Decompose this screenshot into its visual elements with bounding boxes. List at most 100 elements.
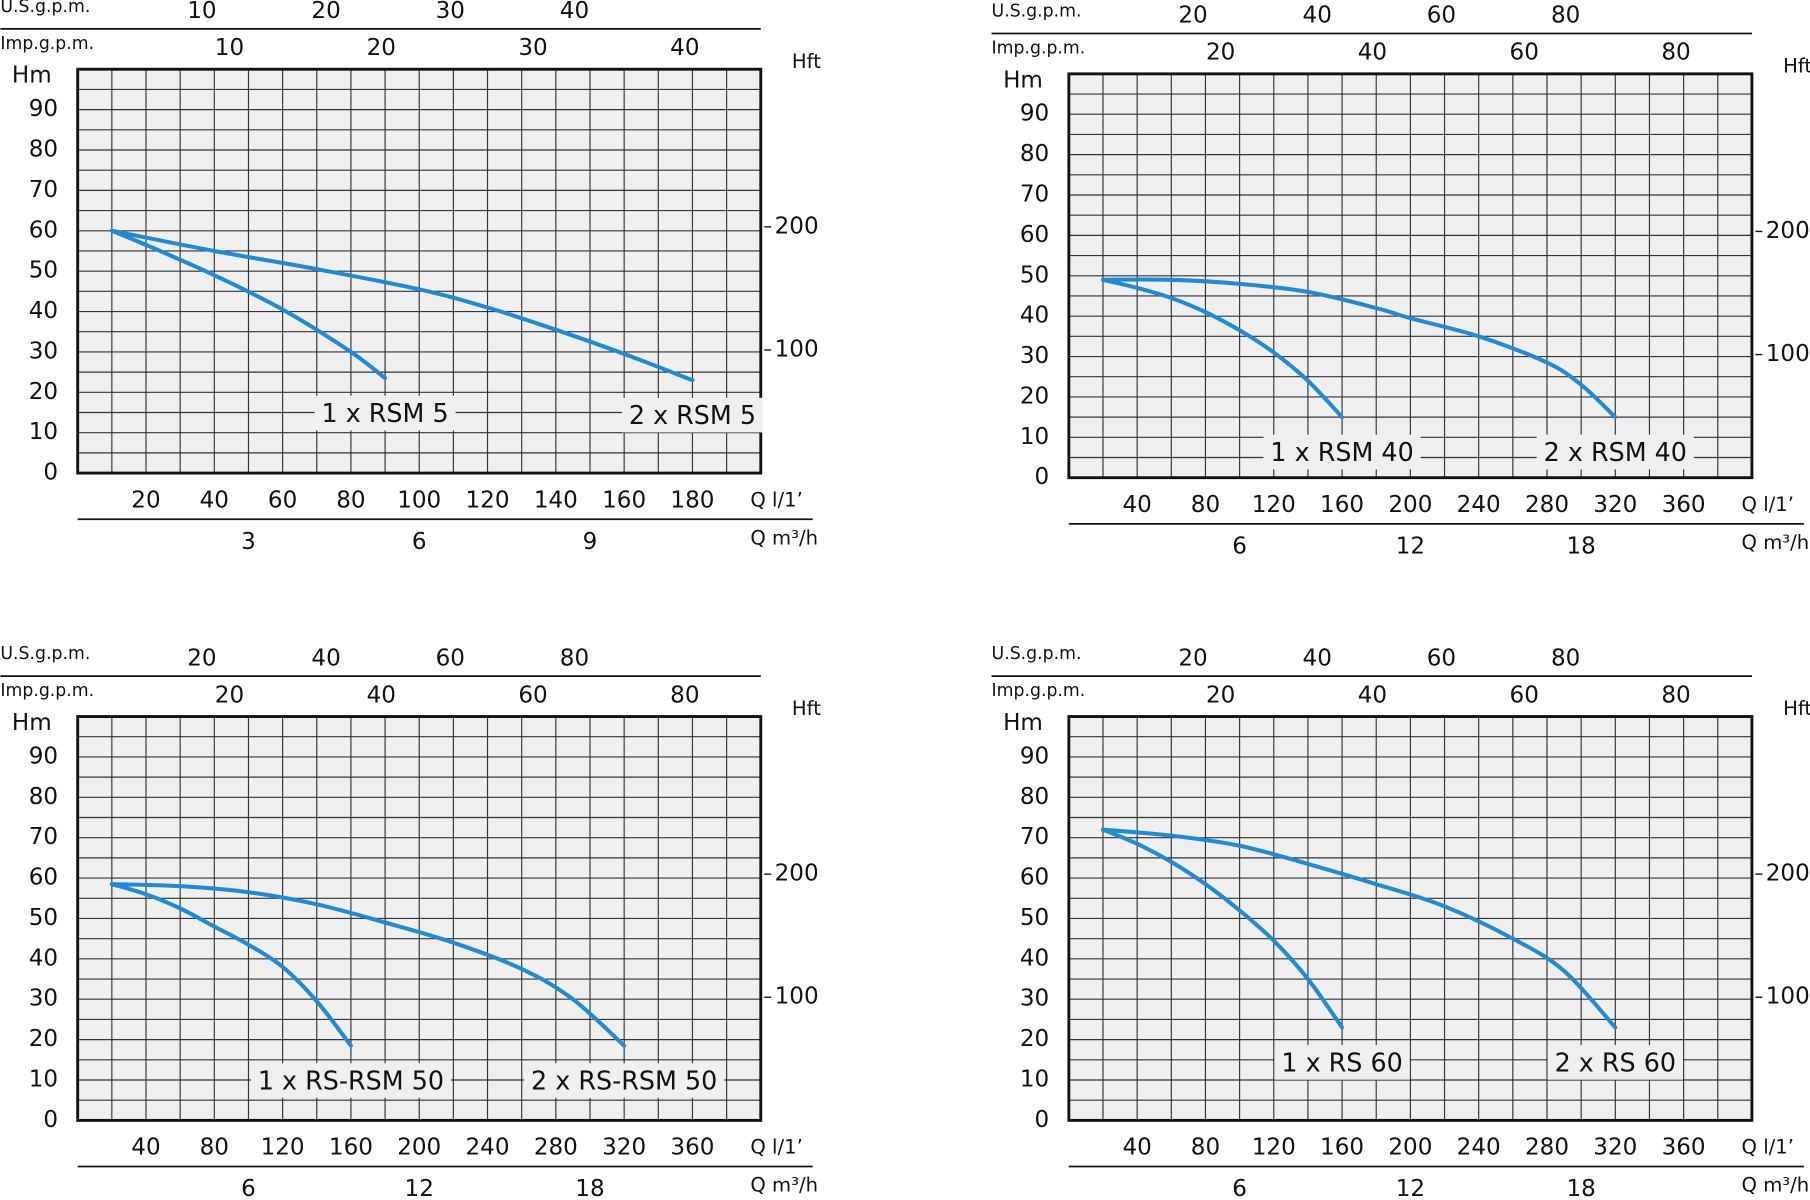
y-tick-label: 40 xyxy=(1020,303,1049,329)
secondary-x-tick-label: 40 xyxy=(311,645,340,671)
curve-label: 1 x RSM 5 xyxy=(322,398,449,428)
x-axis-label: Q l/1’ xyxy=(1742,493,1794,516)
curve-label: 2 x RSM 40 xyxy=(1544,437,1687,467)
y-tick-label: 40 xyxy=(29,298,58,324)
secondary-x-tick-label: 80 xyxy=(1551,645,1580,671)
y2-axis-label: Hft xyxy=(1783,697,1810,720)
y2-tick-label: 100 xyxy=(1766,341,1810,367)
curve xyxy=(1100,827,1345,1030)
curve-label: 2 x RS 60 xyxy=(1555,1047,1676,1077)
x-tick-label: 60 xyxy=(268,487,297,513)
curve xyxy=(1100,277,1618,420)
secondary-x-axis-label: U.S.g.p.m. xyxy=(992,2,1082,22)
x-tick-label: 160 xyxy=(1320,492,1364,518)
secondary-x-tick-label: 80 xyxy=(670,682,699,708)
secondary-x-tick-label: 40 xyxy=(367,682,396,708)
curve-label-background xyxy=(1274,1045,1410,1080)
secondary-x-axis-label: Q m³/h xyxy=(1742,531,1810,554)
y-tick-label: 90 xyxy=(29,743,58,769)
chart-panel: 0 10 20 30 40 50 60 70 80 90 40 80 120 160 200 240 280 32… xyxy=(992,2,1810,560)
secondary-x-tick-label: 40 xyxy=(1303,645,1332,671)
x-tick-label: 200 xyxy=(1388,1135,1432,1161)
secondary-x-tick-label: 20 xyxy=(187,645,216,671)
secondary-x-tick-label: 80 xyxy=(1661,40,1690,66)
y2-axis-label: Hft xyxy=(792,697,821,720)
y2-tick-label: 200 xyxy=(775,213,819,239)
x-tick-label: 160 xyxy=(1320,1135,1364,1161)
y-tick-label: 80 xyxy=(1020,141,1049,167)
x-tick-label: 360 xyxy=(670,1135,714,1161)
plot-border xyxy=(1067,72,1754,480)
secondary-x-tick-label: 18 xyxy=(1566,1176,1595,1200)
y-tick-label: 20 xyxy=(1020,1026,1049,1052)
y-tick-label: 50 xyxy=(1020,905,1049,931)
curve-label: 1 x RS-RSM 50 xyxy=(258,1066,444,1096)
y-tick-label: 40 xyxy=(29,945,58,971)
y-tick-label: 90 xyxy=(29,96,58,122)
x-tick-label: 120 xyxy=(1252,492,1296,518)
y-tick-label: 60 xyxy=(29,865,58,891)
y-tick-label: 80 xyxy=(29,784,58,810)
x-tick-label: 360 xyxy=(1662,1135,1706,1161)
secondary-x-tick-label: 40 xyxy=(1303,3,1332,29)
x-tick-label: 280 xyxy=(1525,1135,1569,1161)
y-tick-label: 20 xyxy=(29,379,58,405)
secondary-x-tick-label: 20 xyxy=(367,35,396,61)
curve xyxy=(109,228,695,383)
secondary-x-axis-label: Imp.g.p.m. xyxy=(992,681,1086,701)
secondary-x-axis-label: Imp.g.p.m. xyxy=(0,34,94,54)
x-tick-label: 320 xyxy=(1593,492,1637,518)
secondary-x-axis-label: U.S.g.p.m. xyxy=(0,644,90,664)
y-tick-label: 70 xyxy=(1020,824,1049,850)
secondary-x-tick-label: 40 xyxy=(670,35,699,61)
y-tick-label: 50 xyxy=(1020,262,1049,288)
secondary-x-tick-label: 12 xyxy=(1396,1176,1425,1200)
secondary-x-tick-label: 80 xyxy=(1661,682,1690,708)
x-tick-label: 280 xyxy=(534,1135,578,1161)
y-tick-label: 0 xyxy=(1035,1107,1050,1133)
plot-border xyxy=(76,715,763,1122)
secondary-x-tick-label: 20 xyxy=(1206,40,1235,66)
curve xyxy=(109,228,388,381)
curve xyxy=(1100,277,1345,420)
secondary-x-tick-label: 30 xyxy=(518,35,547,61)
y2-tick-label: 100 xyxy=(775,336,819,362)
y-tick-label: 0 xyxy=(1035,464,1050,490)
secondary-x-tick-label: 20 xyxy=(215,682,244,708)
x-tick-label: 120 xyxy=(261,1135,305,1161)
secondary-x-tick-label: 20 xyxy=(1178,645,1207,671)
y-tick-label: 10 xyxy=(29,1067,58,1093)
secondary-x-axis-label: U.S.g.p.m. xyxy=(992,644,1082,664)
secondary-x-axis-label: Imp.g.p.m. xyxy=(0,681,94,701)
plot-border xyxy=(1067,715,1754,1122)
secondary-x-tick-label: 10 xyxy=(187,0,216,24)
x-axis-label: Q l/1’ xyxy=(750,488,802,511)
y-tick-label: 70 xyxy=(29,824,58,850)
curve-label: 1 x RSM 40 xyxy=(1270,437,1413,467)
y-tick-label: 90 xyxy=(1020,101,1049,127)
x-tick-label: 80 xyxy=(336,487,365,513)
secondary-x-tick-label: 18 xyxy=(575,1176,604,1200)
y-tick-label: 70 xyxy=(29,177,58,203)
secondary-x-tick-label: 60 xyxy=(1427,3,1456,29)
y-axis-label: Hm xyxy=(1003,710,1043,736)
y-tick-label: 30 xyxy=(29,338,58,364)
secondary-x-tick-label: 6 xyxy=(241,1176,256,1200)
x-tick-label: 80 xyxy=(1191,1135,1220,1161)
secondary-x-tick-label: 6 xyxy=(1232,533,1247,559)
x-tick-label: 20 xyxy=(131,487,160,513)
chart-panel: 0 10 20 30 40 50 60 70 80 90 40 80 120 160 200 240 280 32… xyxy=(0,644,821,1200)
secondary-x-tick-label: 6 xyxy=(412,529,427,555)
y-tick-label: 90 xyxy=(1020,743,1049,769)
x-tick-label: 120 xyxy=(1252,1135,1296,1161)
curve-label-background xyxy=(524,1063,725,1098)
secondary-x-tick-label: 80 xyxy=(560,645,589,671)
y-tick-label: 20 xyxy=(1020,383,1049,409)
y-tick-label: 10 xyxy=(1020,424,1049,450)
x-tick-label: 40 xyxy=(1122,1135,1151,1161)
x-axis-label: Q l/1’ xyxy=(1742,1136,1794,1159)
x-tick-label: 140 xyxy=(534,487,578,513)
x-tick-label: 120 xyxy=(466,487,510,513)
secondary-x-tick-label: 40 xyxy=(1358,682,1387,708)
